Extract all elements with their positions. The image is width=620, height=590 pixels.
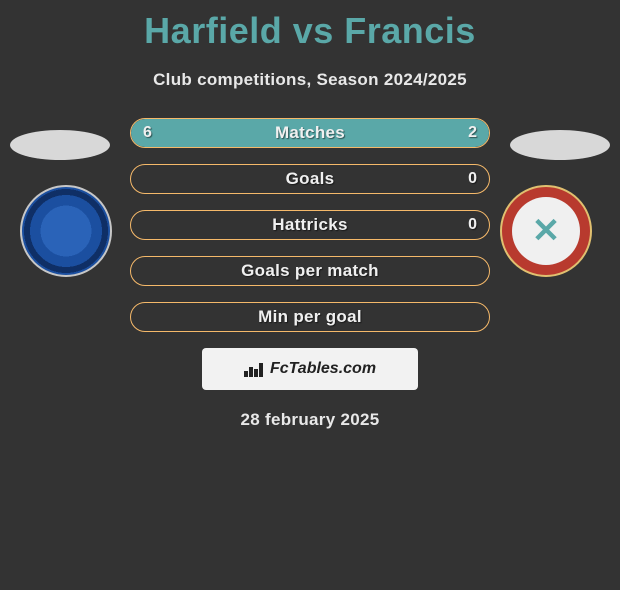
aldershot-badge-icon: [20, 185, 112, 277]
comparison-title: Harfield vs Francis: [0, 10, 620, 52]
footer-date: 28 february 2025: [0, 410, 620, 430]
stat-row: Goals per match: [130, 256, 490, 286]
stat-label: Hattricks: [131, 211, 489, 239]
stat-label: Matches: [131, 119, 489, 147]
stat-label: Goals per match: [131, 257, 489, 285]
player-avatar-right: [510, 130, 610, 160]
barchart-icon: [244, 361, 266, 377]
stats-bars: 62Matches 0Goals 0Hattricks Goals per match…: [130, 118, 490, 332]
stat-row: 62Matches: [130, 118, 490, 148]
site-label: FcTables.com: [270, 360, 376, 378]
stat-row: Min per goal: [130, 302, 490, 332]
club-badge-right: [500, 185, 600, 275]
comparison-subtitle: Club competitions, Season 2024/2025: [0, 70, 620, 90]
player-avatar-left: [10, 130, 110, 160]
stat-label: Min per goal: [131, 303, 489, 331]
stat-row: 0Hattricks: [130, 210, 490, 240]
site-attribution: FcTables.com: [202, 348, 418, 390]
dagenham-badge-icon: [500, 185, 592, 277]
stat-row: 0Goals: [130, 164, 490, 194]
stat-label: Goals: [131, 165, 489, 193]
club-badge-left: [20, 185, 120, 275]
